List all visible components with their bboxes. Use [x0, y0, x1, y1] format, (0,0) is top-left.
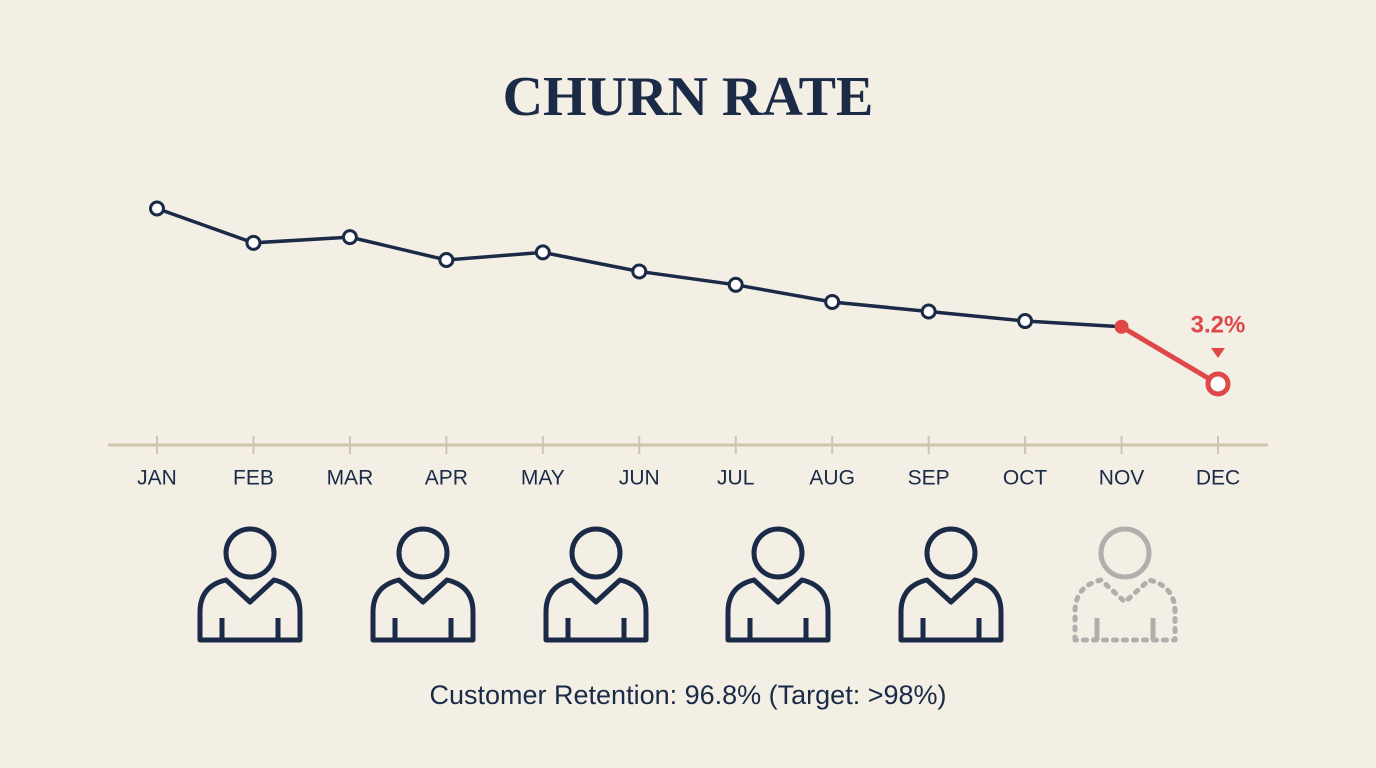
x-tick-label: JUN — [619, 467, 660, 490]
customer-icon — [543, 526, 649, 643]
x-tick-label: JAN — [137, 467, 177, 490]
icon-part — [898, 577, 1004, 643]
icon-part — [197, 577, 303, 643]
point — [245, 234, 262, 251]
point — [631, 263, 648, 280]
x-tick-label: APR — [425, 467, 468, 490]
chart-title: CHURN RATE — [503, 66, 874, 128]
x-tick-label: AUG — [809, 467, 855, 490]
x-tick-label: OCT — [1003, 467, 1048, 490]
point — [1205, 371, 1231, 397]
customer-icon — [370, 526, 476, 643]
label-pointer — [1211, 347, 1225, 358]
point — [920, 303, 937, 320]
icon-part — [751, 526, 805, 580]
icon-part — [1072, 577, 1178, 643]
point — [727, 276, 744, 293]
x-tick-label: DEC — [1196, 467, 1240, 490]
data-label: 3.2% — [1191, 311, 1246, 338]
icon-part — [543, 577, 649, 643]
customer-icon — [898, 526, 1004, 643]
x-tick-label: FEB — [233, 467, 274, 490]
icon-part — [1098, 526, 1152, 580]
icon-part — [370, 577, 476, 643]
point — [824, 293, 841, 310]
x-tick-label: MAY — [521, 467, 565, 490]
customer-icon — [725, 526, 831, 643]
icon-part — [223, 526, 277, 580]
footnote: Customer Retention: 96.8% (Target: >98%) — [429, 680, 946, 710]
point — [438, 252, 455, 269]
lost-customer-icon — [1072, 526, 1178, 643]
point — [1114, 319, 1129, 334]
point — [534, 244, 551, 261]
x-tick-label: JUL — [717, 467, 754, 490]
highlight-line — [1120, 324, 1220, 387]
x-tick-label: NOV — [1099, 467, 1145, 490]
x-tick-label: SEP — [908, 467, 950, 490]
customer-icon — [197, 526, 303, 643]
x-tick-label: MAR — [327, 467, 374, 490]
icon-part — [396, 526, 450, 580]
icon-part — [924, 526, 978, 580]
icon-part — [569, 526, 623, 580]
point — [341, 229, 358, 246]
point — [149, 200, 165, 217]
point — [1017, 313, 1034, 330]
icon-part — [725, 577, 831, 643]
